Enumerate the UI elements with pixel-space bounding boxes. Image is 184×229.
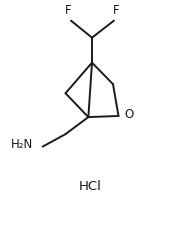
Text: HCl: HCl	[79, 180, 102, 193]
Text: F: F	[112, 4, 119, 17]
Text: F: F	[65, 4, 72, 17]
Text: O: O	[125, 108, 134, 121]
Text: H₂N: H₂N	[10, 138, 33, 151]
